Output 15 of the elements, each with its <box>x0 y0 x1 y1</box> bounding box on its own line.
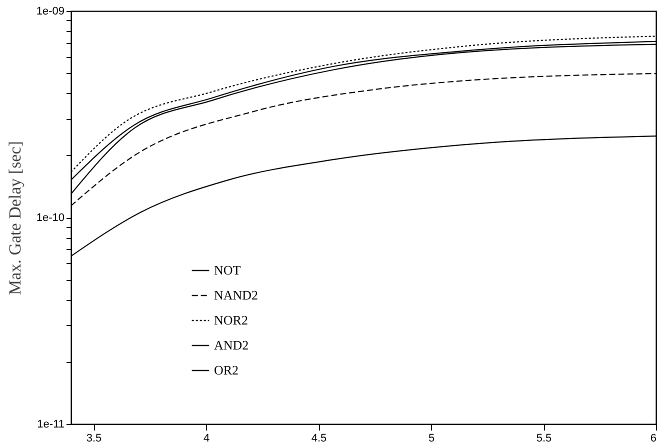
x-tick-label: 3.5 <box>86 432 102 444</box>
legend-label: NOR2 <box>214 312 248 328</box>
legend-label: NOT <box>214 262 241 278</box>
y-axis-title: Max. Gate Delay [sec] <box>5 141 24 295</box>
x-tick-label: 4.5 <box>311 432 327 444</box>
y-tick-label: 1e-09 <box>36 6 64 18</box>
x-tick-label: 4 <box>203 432 210 444</box>
x-tick-label: 5 <box>428 432 435 444</box>
legend-label: OR2 <box>214 362 239 378</box>
legend-label: NAND2 <box>214 288 258 302</box>
y-tick-label: 1e-10 <box>36 212 64 224</box>
legend-label: AND2 <box>214 338 249 352</box>
y-tick-label: 1e-11 <box>37 418 64 430</box>
x-tick-label: 5.5 <box>536 432 552 444</box>
x-tick-label: 6 <box>650 432 656 444</box>
